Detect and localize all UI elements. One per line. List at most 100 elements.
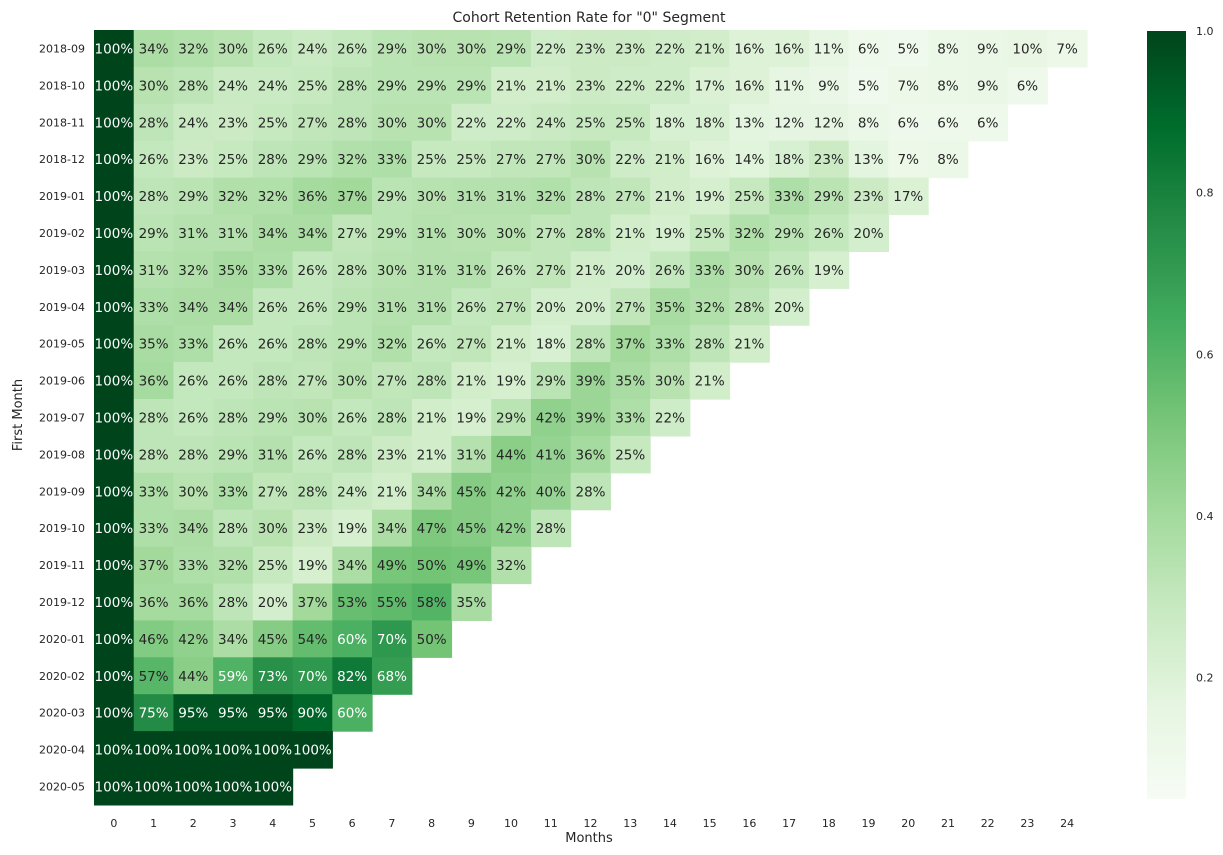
heatmap-cell xyxy=(94,657,135,695)
heatmap-cell xyxy=(372,66,413,105)
cell-value-label: 25% xyxy=(575,115,605,131)
heatmap-cell xyxy=(610,177,651,216)
cell-value-label: 23% xyxy=(615,41,645,57)
cell-value-label: 30% xyxy=(417,189,447,205)
heatmap-cell xyxy=(570,30,611,68)
heatmap-cell xyxy=(689,325,731,363)
cell-value-label: 32% xyxy=(218,558,248,574)
cell-value-label: 24% xyxy=(178,115,208,131)
heatmap-cell xyxy=(133,103,175,142)
cell-value-label: 27% xyxy=(536,152,566,168)
heatmap-cell xyxy=(650,30,691,68)
heatmap-cell xyxy=(372,30,413,68)
cell-value-label: 11% xyxy=(814,41,844,57)
heatmap-cell xyxy=(530,509,572,548)
heatmap-cell xyxy=(570,251,611,289)
heatmap-cell xyxy=(292,66,333,105)
cell-value-label: 29% xyxy=(218,447,248,463)
heatmap-cell xyxy=(451,103,492,142)
heatmap-cell xyxy=(332,30,373,68)
cell-value-label: 25% xyxy=(258,558,288,574)
heatmap-cell xyxy=(332,583,373,621)
cell-value-label: 21% xyxy=(695,41,725,57)
heatmap-cell xyxy=(292,546,333,585)
heatmap-cell xyxy=(372,103,413,142)
cell-value-label: 32% xyxy=(218,189,248,205)
cell-value-label: 31% xyxy=(417,263,447,279)
cell-value-label: 49% xyxy=(456,558,486,574)
cell-value-label: 30% xyxy=(377,115,407,131)
heatmap-cell xyxy=(173,177,214,216)
heatmap-cell xyxy=(808,177,850,216)
heatmap-cell xyxy=(133,435,175,474)
cell-value-label: 27% xyxy=(337,226,367,242)
cell-value-label: 18% xyxy=(536,337,566,353)
cell-value-label: 42% xyxy=(496,484,526,500)
heatmap-cell xyxy=(610,251,651,289)
heatmap-cell xyxy=(650,66,691,105)
heatmap-cell xyxy=(213,177,254,216)
heatmap-cell xyxy=(213,362,254,400)
cell-value-label: 44% xyxy=(496,447,526,463)
heatmap-cell xyxy=(292,657,333,695)
y-tick-label: 2019-03 xyxy=(39,264,85,277)
cell-value-label: 26% xyxy=(297,447,327,463)
cell-value-label: 32% xyxy=(178,41,208,57)
heatmap-cell xyxy=(729,288,770,326)
heatmap-cell xyxy=(411,288,453,326)
cell-value-label: 27% xyxy=(377,374,407,390)
heatmap-cell xyxy=(213,251,254,289)
cell-value-label: 19% xyxy=(655,226,685,242)
cell-value-label: 21% xyxy=(655,152,685,168)
cell-value-label: 33% xyxy=(377,152,407,168)
cell-value-label: 60% xyxy=(337,632,367,648)
cell-value-label: 33% xyxy=(774,189,804,205)
cell-value-label: 41% xyxy=(536,447,566,463)
cell-value-label: 34% xyxy=(139,41,169,57)
cell-value-label: 23% xyxy=(814,152,844,168)
cell-value-label: 19% xyxy=(456,410,486,426)
heatmap-cell xyxy=(888,103,929,142)
cell-value-label: 75% xyxy=(139,706,169,722)
heatmap-cell xyxy=(928,66,969,105)
cell-value-label: 21% xyxy=(417,447,447,463)
cell-value-label: 22% xyxy=(655,78,685,94)
cell-value-label: 28% xyxy=(258,374,288,390)
cell-value-label: 29% xyxy=(456,78,486,94)
heatmap-cell xyxy=(213,620,254,658)
cell-value-label: 32% xyxy=(734,226,764,242)
heatmap-cell xyxy=(491,103,532,142)
heatmap-cell xyxy=(292,30,333,68)
cell-value-label: 35% xyxy=(456,595,486,611)
cell-value-label: 30% xyxy=(655,374,685,390)
heatmap-cell xyxy=(252,399,294,437)
heatmap-cell xyxy=(610,66,651,105)
y-tick-label: 2019-07 xyxy=(39,411,85,424)
cell-value-label: 100% xyxy=(253,743,292,759)
cell-value-label: 35% xyxy=(655,300,685,316)
cell-value-label: 100% xyxy=(134,743,173,759)
heatmap-cell xyxy=(610,103,651,142)
heatmap-cell xyxy=(173,657,214,695)
heatmap-cell xyxy=(94,325,135,363)
heatmap-cell xyxy=(133,620,175,658)
cell-value-label: 30% xyxy=(337,374,367,390)
cell-value-label: 23% xyxy=(297,521,327,537)
heatmap-cell xyxy=(94,66,135,105)
heatmap-cell xyxy=(530,177,572,216)
cell-value-label: 31% xyxy=(258,447,288,463)
cell-value-label: 19% xyxy=(496,374,526,390)
y-axis-title: First Month xyxy=(11,379,26,451)
cell-value-label: 25% xyxy=(695,226,725,242)
cell-value-label: 32% xyxy=(178,263,208,279)
heatmap-cell xyxy=(372,251,413,289)
x-tick-label: 0 xyxy=(110,817,117,830)
heatmap-cell xyxy=(411,583,453,621)
heatmap-cell xyxy=(729,103,770,142)
cell-value-label: 100% xyxy=(174,779,213,795)
heatmap-cell xyxy=(94,620,135,658)
heatmap-cell xyxy=(173,325,214,363)
heatmap-cell xyxy=(491,288,532,326)
heatmap-cell xyxy=(1007,66,1048,105)
cell-value-label: 26% xyxy=(297,263,327,279)
